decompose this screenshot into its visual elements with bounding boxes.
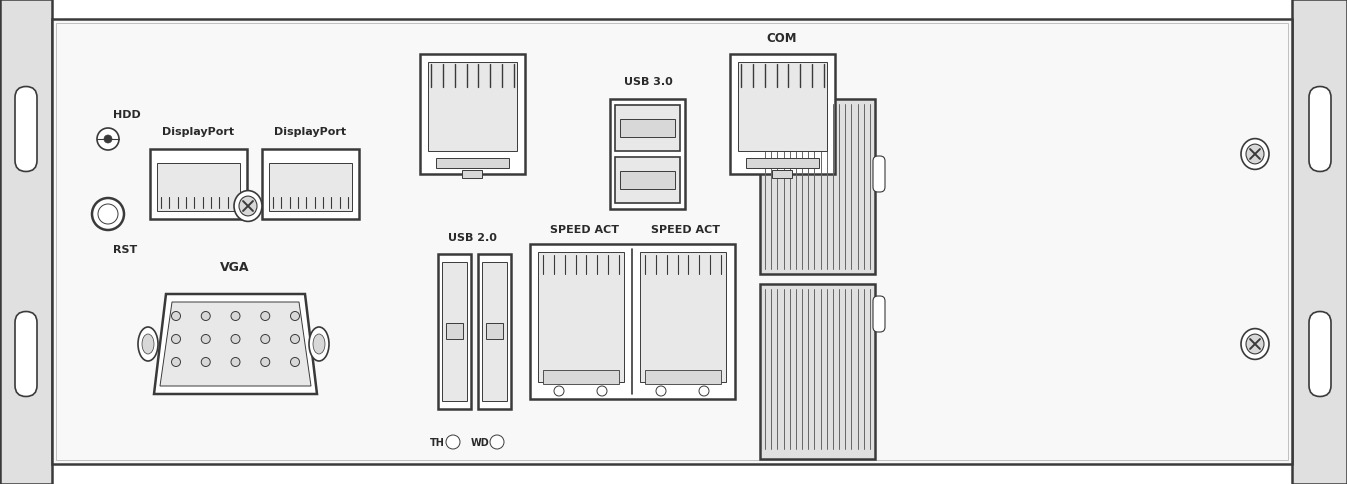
Bar	[529, 244, 735, 399]
Ellipse shape	[1241, 139, 1269, 170]
Circle shape	[230, 335, 240, 344]
Ellipse shape	[308, 327, 329, 361]
Bar	[420, 55, 525, 175]
Text: COM: COM	[766, 31, 797, 45]
Bar	[446, 323, 463, 339]
Circle shape	[291, 312, 299, 321]
FancyBboxPatch shape	[1309, 87, 1331, 172]
Circle shape	[291, 335, 299, 344]
Circle shape	[201, 358, 210, 367]
Bar	[620, 120, 675, 137]
Text: 3: 3	[688, 387, 694, 396]
Text: RST: RST	[113, 244, 137, 255]
Bar	[0, 0, 53, 484]
Bar	[150, 150, 247, 220]
Ellipse shape	[141, 334, 154, 354]
Circle shape	[97, 129, 119, 151]
Circle shape	[261, 358, 269, 367]
Text: VGA: VGA	[221, 261, 249, 274]
Text: USB 2.0: USB 2.0	[447, 232, 497, 242]
Circle shape	[104, 136, 112, 144]
Bar	[482, 262, 506, 401]
Bar	[543, 370, 620, 384]
Circle shape	[230, 358, 240, 367]
Bar	[616, 106, 680, 151]
Bar	[442, 262, 467, 401]
Bar	[158, 164, 240, 212]
Bar	[760, 100, 876, 274]
Circle shape	[446, 435, 459, 449]
Text: HDD: HDD	[113, 110, 140, 120]
Bar	[1292, 0, 1347, 484]
Bar	[746, 159, 819, 168]
Ellipse shape	[313, 334, 325, 354]
Bar	[620, 172, 675, 189]
Text: USB 3.0: USB 3.0	[624, 77, 672, 87]
Bar	[772, 171, 792, 179]
FancyBboxPatch shape	[873, 157, 885, 193]
Ellipse shape	[1241, 329, 1269, 360]
Bar	[436, 159, 509, 168]
Bar	[269, 164, 352, 212]
Text: 0: 0	[543, 387, 550, 396]
Polygon shape	[160, 302, 311, 386]
Bar	[462, 171, 482, 179]
Circle shape	[201, 312, 210, 321]
Text: 2: 2	[645, 387, 651, 396]
Bar	[486, 323, 502, 339]
Bar	[428, 63, 517, 151]
Bar	[537, 253, 624, 382]
Bar	[610, 100, 686, 210]
Text: 1: 1	[586, 387, 591, 396]
Bar	[645, 370, 721, 384]
Circle shape	[261, 312, 269, 321]
Bar	[640, 253, 726, 382]
Circle shape	[699, 386, 709, 396]
Text: WD: WD	[470, 437, 489, 447]
Ellipse shape	[1246, 145, 1263, 165]
Text: SPEED ACT: SPEED ACT	[651, 225, 719, 235]
Text: DisplayPort: DisplayPort	[162, 127, 234, 136]
Circle shape	[490, 435, 504, 449]
Circle shape	[554, 386, 564, 396]
Text: DisplayPort: DisplayPort	[273, 127, 346, 136]
Bar	[438, 255, 471, 409]
Circle shape	[261, 335, 269, 344]
FancyBboxPatch shape	[15, 312, 36, 397]
Text: TH: TH	[430, 437, 445, 447]
FancyBboxPatch shape	[1309, 312, 1331, 397]
Circle shape	[171, 335, 180, 344]
Ellipse shape	[238, 197, 257, 216]
Bar	[760, 285, 876, 459]
FancyBboxPatch shape	[15, 87, 36, 172]
Polygon shape	[154, 294, 317, 394]
Bar	[738, 63, 827, 151]
Circle shape	[597, 386, 607, 396]
Circle shape	[291, 358, 299, 367]
Text: SPEED ACT: SPEED ACT	[550, 225, 618, 235]
Bar	[730, 55, 835, 175]
Circle shape	[98, 205, 119, 225]
Bar	[616, 158, 680, 204]
Circle shape	[92, 198, 124, 230]
Circle shape	[171, 358, 180, 367]
Circle shape	[201, 335, 210, 344]
Ellipse shape	[137, 327, 158, 361]
Circle shape	[171, 312, 180, 321]
Ellipse shape	[234, 191, 263, 222]
Circle shape	[230, 312, 240, 321]
Circle shape	[656, 386, 665, 396]
Bar	[478, 255, 511, 409]
FancyBboxPatch shape	[873, 296, 885, 333]
Ellipse shape	[1246, 334, 1263, 354]
Bar	[263, 150, 360, 220]
